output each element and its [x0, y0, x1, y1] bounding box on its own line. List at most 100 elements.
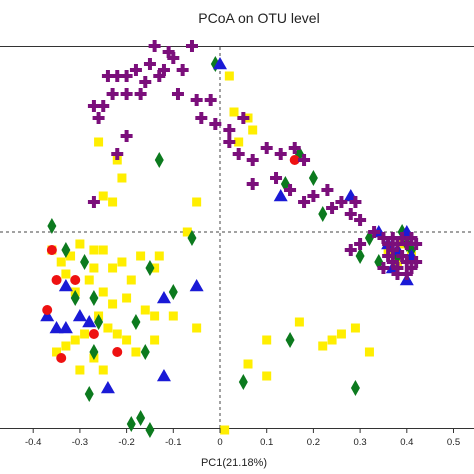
point-plus — [148, 40, 161, 52]
point-triangle — [82, 315, 97, 328]
x-axis-label: PC1(21.18%) — [201, 457, 267, 469]
point-plus — [396, 250, 409, 262]
point-circle — [51, 275, 62, 285]
point-plus — [354, 214, 367, 226]
point-square — [126, 275, 136, 285]
point-diamond — [187, 230, 197, 246]
point-plus — [344, 208, 357, 220]
point-plus — [382, 238, 395, 250]
point-square — [98, 287, 108, 297]
point-plus — [190, 94, 203, 106]
point-square — [243, 359, 253, 369]
point-diamond — [126, 416, 136, 432]
point-square — [61, 341, 71, 351]
point-square — [168, 311, 178, 321]
point-square — [350, 323, 360, 333]
point-diamond — [318, 206, 328, 222]
point-plus — [396, 232, 409, 244]
point-diamond — [61, 242, 71, 258]
point-plus — [298, 154, 311, 166]
point-plus — [87, 100, 100, 112]
x-tick-label: 0.2 — [307, 437, 320, 448]
point-plus — [157, 64, 170, 76]
point-square — [327, 335, 337, 345]
point-plus — [120, 88, 133, 100]
point-plus — [153, 70, 166, 82]
point-plus — [92, 112, 105, 124]
x-tick-label: 0 — [217, 437, 222, 448]
point-square — [234, 137, 244, 147]
point-plus — [195, 112, 208, 124]
point-plus — [368, 226, 381, 238]
x-tick-label: -0.1 — [165, 437, 181, 448]
point-square — [75, 239, 85, 249]
point-square — [66, 251, 76, 261]
plot-frame — [0, 46, 474, 429]
point-square — [84, 275, 94, 285]
point-plus — [209, 118, 222, 130]
point-plus — [223, 136, 236, 148]
point-plus — [237, 112, 250, 124]
point-plus — [204, 94, 217, 106]
point-plus — [120, 70, 133, 82]
x-tick-label: 0.4 — [400, 437, 413, 448]
point-circle — [42, 305, 53, 315]
point-triangle — [58, 279, 73, 292]
point-diamond — [47, 218, 57, 234]
point-diamond — [238, 374, 248, 390]
point-square — [122, 293, 132, 303]
x-tick-label: 0.3 — [353, 437, 366, 448]
point-square — [52, 347, 62, 357]
point-diamond — [94, 314, 104, 330]
point-plus — [354, 238, 367, 250]
point-square — [224, 71, 234, 81]
point-circle — [70, 275, 81, 285]
point-diamond — [131, 314, 141, 330]
point-circle — [88, 329, 99, 339]
point-square — [98, 191, 108, 201]
point-plus — [344, 244, 357, 256]
point-plus — [246, 154, 259, 166]
point-plus — [185, 40, 198, 52]
point-triangle — [156, 291, 171, 304]
point-plus — [246, 178, 259, 190]
point-plus — [386, 232, 399, 244]
point-plus — [162, 46, 175, 58]
point-square — [117, 257, 127, 267]
point-plus — [307, 190, 320, 202]
point-plus — [386, 256, 399, 268]
point-square — [75, 365, 85, 375]
point-plus — [167, 52, 180, 64]
point-diamond — [89, 344, 99, 360]
point-square — [98, 365, 108, 375]
point-plus — [410, 238, 423, 250]
point-square — [294, 317, 304, 327]
point-square — [98, 245, 108, 255]
point-triangle — [58, 321, 73, 334]
point-diamond — [70, 290, 80, 306]
point-plus — [143, 58, 156, 70]
point-plus — [97, 100, 110, 112]
point-plus — [129, 64, 142, 76]
point-plus — [326, 202, 339, 214]
point-plus — [405, 232, 418, 244]
point-square — [150, 311, 160, 321]
point-plus — [111, 148, 124, 160]
point-diamond — [145, 422, 155, 438]
x-tick-label: -0.4 — [25, 437, 41, 448]
point-square — [192, 323, 202, 333]
point-plus — [260, 142, 273, 154]
point-plus — [400, 268, 413, 280]
point-diamond — [140, 344, 150, 360]
data-points — [40, 40, 423, 438]
point-square — [364, 347, 374, 357]
point-diamond — [168, 284, 178, 300]
point-triangle — [273, 189, 288, 202]
point-plus — [171, 88, 184, 100]
point-plus — [288, 142, 301, 154]
point-plus — [111, 70, 124, 82]
point-square — [80, 329, 90, 339]
reference-lines — [0, 47, 474, 428]
point-plus — [232, 148, 245, 160]
